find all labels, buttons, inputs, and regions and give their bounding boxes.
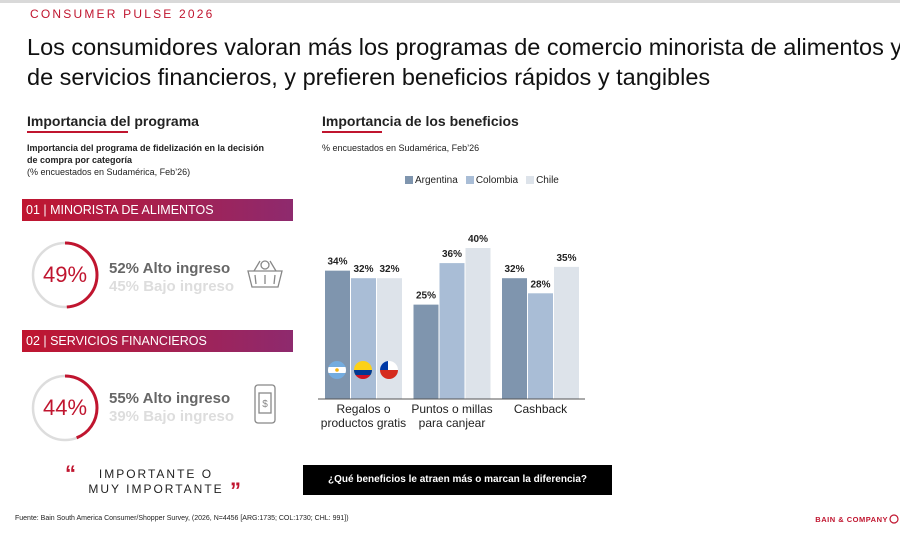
value-label: 32% bbox=[353, 264, 373, 275]
donut-arc bbox=[31, 374, 99, 442]
value-label: 36% bbox=[442, 249, 462, 260]
category-box: Cashback bbox=[513, 402, 568, 416]
bar bbox=[554, 266, 579, 399]
value-label: 28% bbox=[530, 279, 550, 290]
donut-arc bbox=[31, 241, 99, 309]
program-subtitle: Importancia del programa de fidelización… bbox=[27, 143, 265, 165]
importance-legend: IMPORTANTE O MUY IMPORTANTE bbox=[88, 467, 224, 496]
donut-value: 49% bbox=[42, 262, 88, 287]
legend: Argentina Colombia Chile bbox=[405, 175, 559, 186]
bar bbox=[465, 248, 491, 399]
flags bbox=[328, 361, 398, 379]
bar bbox=[502, 278, 527, 399]
program-heading: Importancia del programa bbox=[27, 113, 199, 129]
donuts bbox=[31, 241, 99, 442]
legend-item: Chile bbox=[526, 175, 559, 186]
high-income: 52% Alto ingreso bbox=[109, 260, 231, 277]
kicker: CONSUMER PULSE 2026 bbox=[30, 7, 215, 21]
legend-swatch bbox=[526, 176, 535, 184]
question-box: ¿Qué beneficios le atraen más o marcan l… bbox=[303, 465, 612, 495]
category-band: 01 | MINORISTA DE ALIMENTOS bbox=[22, 199, 293, 221]
svg-text:$: $ bbox=[262, 399, 268, 410]
value-label: 32% bbox=[379, 264, 399, 275]
legend-swatch bbox=[405, 176, 413, 184]
donut-value: 44% bbox=[42, 395, 88, 420]
legend-swatch bbox=[465, 176, 474, 184]
value-label: 32% bbox=[504, 264, 524, 275]
bar bbox=[325, 270, 350, 399]
high-income: 55% Alto ingreso bbox=[109, 390, 231, 407]
low-income: 39% Bajo ingreso bbox=[109, 408, 235, 425]
category-box: Regalos o productos gratis bbox=[320, 402, 407, 430]
graphics: $ “ ” 34% 32% 32% Regalos o productos grati… bbox=[27, 131, 899, 524]
program-note: (% encuestados en Sudamérica, Feb’26) bbox=[27, 167, 191, 177]
bar bbox=[351, 278, 376, 399]
bar bbox=[528, 293, 553, 399]
title: Los consumidores valoran más los program… bbox=[27, 34, 900, 90]
brand: BAIN & COMPANY bbox=[815, 515, 888, 524]
quote-open: “ bbox=[65, 461, 76, 486]
source: Fuente: Bain South America Consumer/Shop… bbox=[15, 515, 349, 522]
brand-mark bbox=[889, 514, 899, 524]
category-box: Puntos o millas para canjear bbox=[411, 402, 493, 430]
x-tick-label: Cashback bbox=[513, 402, 568, 416]
legend-label: Colombia bbox=[475, 175, 519, 186]
value-label: 34% bbox=[327, 257, 347, 268]
category-band: 02 | SERVICIOS FINANCIEROS bbox=[22, 330, 293, 352]
bar bbox=[413, 304, 439, 399]
value-label: 35% bbox=[556, 253, 576, 264]
chart-title: Importancia de los beneficios bbox=[322, 113, 519, 129]
quote-close: ” bbox=[230, 478, 241, 503]
x-tick-label: Regalos o productos gratis bbox=[320, 402, 407, 430]
x-tick-label: Puntos o millas para canjear bbox=[411, 402, 493, 430]
bar-chart: 34% 32% 32% Regalos o productos gratis 25% 36… bbox=[318, 234, 585, 430]
low-income: 45% Bajo ingreso bbox=[109, 278, 235, 295]
bar bbox=[439, 263, 465, 399]
bar bbox=[377, 278, 402, 399]
value-label: 25% bbox=[416, 291, 436, 302]
legend-label: Argentina bbox=[415, 175, 458, 186]
value-label: 40% bbox=[468, 234, 488, 245]
legend-label: Chile bbox=[536, 175, 559, 186]
basket-icon bbox=[247, 260, 283, 288]
legend-item: Colombia bbox=[465, 175, 519, 186]
legend-item: Argentina bbox=[405, 175, 458, 186]
chart-subtitle: % encuestados en Sudamérica, Feb’26 bbox=[322, 143, 480, 153]
phone-icon: $ bbox=[254, 384, 276, 424]
